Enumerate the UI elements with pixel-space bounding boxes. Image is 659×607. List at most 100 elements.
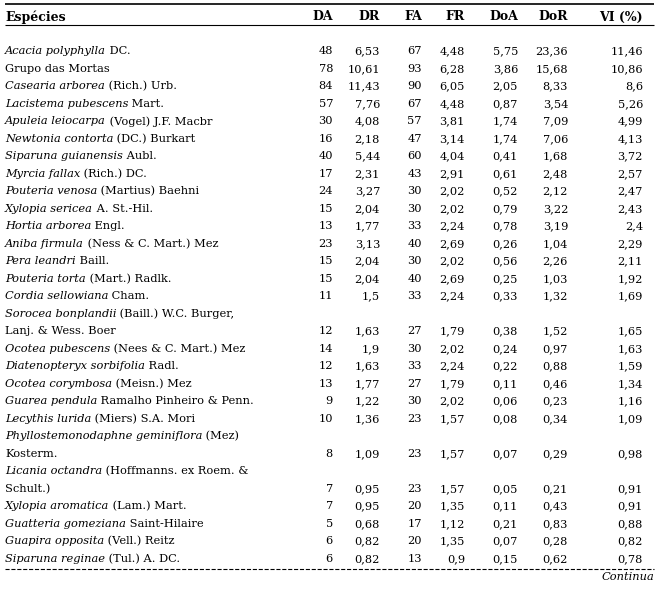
Text: (Vell.) Reitz: (Vell.) Reitz — [104, 536, 175, 546]
Text: 10,86: 10,86 — [610, 64, 643, 73]
Text: 0,78: 0,78 — [617, 554, 643, 564]
Text: 1,74: 1,74 — [493, 134, 518, 144]
Text: 67: 67 — [407, 99, 422, 109]
Text: Diatenopteryx sorbifolia: Diatenopteryx sorbifolia — [5, 361, 145, 371]
Text: 1,92: 1,92 — [617, 274, 643, 283]
Text: Apuleia leiocarpa: Apuleia leiocarpa — [5, 117, 105, 126]
Text: FR: FR — [445, 10, 465, 24]
Text: 2,04: 2,04 — [355, 256, 380, 266]
Text: 11,46: 11,46 — [610, 46, 643, 56]
Text: 2,04: 2,04 — [355, 204, 380, 214]
Text: 0,95: 0,95 — [355, 501, 380, 511]
Text: 1,04: 1,04 — [542, 239, 568, 249]
Text: (Tul.) A. DC.: (Tul.) A. DC. — [105, 554, 180, 564]
Text: 27: 27 — [407, 326, 422, 336]
Text: (Meisn.) Mez: (Meisn.) Mez — [112, 379, 192, 389]
Text: 6: 6 — [326, 536, 333, 546]
Text: 1,63: 1,63 — [355, 326, 380, 336]
Text: 78: 78 — [318, 64, 333, 73]
Text: 5: 5 — [326, 519, 333, 529]
Text: Pouteria torta: Pouteria torta — [5, 274, 86, 283]
Text: 1,36: 1,36 — [355, 414, 380, 424]
Text: 27: 27 — [407, 379, 422, 388]
Text: 40: 40 — [318, 151, 333, 161]
Text: 0,56: 0,56 — [493, 256, 518, 266]
Text: Newtonia contorta: Newtonia contorta — [5, 134, 113, 144]
Text: 0,28: 0,28 — [542, 536, 568, 546]
Text: 0,97: 0,97 — [542, 344, 568, 354]
Text: 20: 20 — [407, 536, 422, 546]
Text: Radl.: Radl. — [145, 361, 179, 371]
Text: DoA: DoA — [489, 10, 518, 24]
Text: 1,52: 1,52 — [542, 326, 568, 336]
Text: 2,43: 2,43 — [617, 204, 643, 214]
Text: DC.: DC. — [106, 46, 130, 56]
Text: 1,65: 1,65 — [617, 326, 643, 336]
Text: 1,57: 1,57 — [440, 484, 465, 493]
Text: 30: 30 — [407, 396, 422, 406]
Text: 1,63: 1,63 — [617, 344, 643, 354]
Text: A. St.-Hil.: A. St.-Hil. — [93, 204, 153, 214]
Text: 30: 30 — [407, 256, 422, 266]
Text: 43: 43 — [407, 169, 422, 178]
Text: Licania octandra: Licania octandra — [5, 466, 102, 476]
Text: 1,35: 1,35 — [440, 536, 465, 546]
Text: (Hoffmanns. ex Roem. &: (Hoffmanns. ex Roem. & — [102, 466, 248, 476]
Text: Xylopia aromatica: Xylopia aromatica — [5, 501, 109, 511]
Text: Ramalho Pinheiro & Penn.: Ramalho Pinheiro & Penn. — [98, 396, 254, 406]
Text: 2,12: 2,12 — [542, 186, 568, 196]
Text: 2,57: 2,57 — [617, 169, 643, 178]
Text: 0,46: 0,46 — [542, 379, 568, 388]
Text: 7: 7 — [326, 501, 333, 511]
Text: 3,81: 3,81 — [440, 117, 465, 126]
Text: 2,24: 2,24 — [440, 361, 465, 371]
Text: Aubl.: Aubl. — [123, 151, 157, 161]
Text: 7: 7 — [326, 484, 333, 493]
Text: 0,06: 0,06 — [493, 396, 518, 406]
Text: 3,14: 3,14 — [440, 134, 465, 144]
Text: 1,69: 1,69 — [617, 291, 643, 301]
Text: 8,6: 8,6 — [625, 81, 643, 91]
Text: 0,38: 0,38 — [493, 326, 518, 336]
Text: 1,79: 1,79 — [440, 326, 465, 336]
Text: 1,59: 1,59 — [617, 361, 643, 371]
Text: 15: 15 — [318, 204, 333, 214]
Text: 4,99: 4,99 — [617, 117, 643, 126]
Text: 4,04: 4,04 — [440, 151, 465, 161]
Text: 0,15: 0,15 — [493, 554, 518, 564]
Text: 2,05: 2,05 — [493, 81, 518, 91]
Text: 57: 57 — [407, 117, 422, 126]
Text: 10: 10 — [318, 414, 333, 424]
Text: 0,08: 0,08 — [493, 414, 518, 424]
Text: (Lam.) Mart.: (Lam.) Mart. — [109, 501, 187, 512]
Text: 0,88: 0,88 — [617, 519, 643, 529]
Text: 2,31: 2,31 — [355, 169, 380, 178]
Text: 1,5: 1,5 — [362, 291, 380, 301]
Text: Grupo das Mortas: Grupo das Mortas — [5, 64, 110, 73]
Text: 60: 60 — [407, 151, 422, 161]
Text: 23: 23 — [318, 239, 333, 249]
Text: 0,33: 0,33 — [493, 291, 518, 301]
Text: Guapira opposita: Guapira opposita — [5, 536, 104, 546]
Text: 12: 12 — [318, 326, 333, 336]
Text: 12: 12 — [318, 361, 333, 371]
Text: (Martius) Baehni: (Martius) Baehni — [98, 186, 200, 197]
Text: 8: 8 — [326, 449, 333, 459]
Text: DA: DA — [312, 10, 333, 24]
Text: DR: DR — [358, 10, 380, 24]
Text: Kosterm.: Kosterm. — [5, 449, 57, 459]
Text: Saint-Hilaire: Saint-Hilaire — [126, 519, 204, 529]
Text: Xylopia sericea: Xylopia sericea — [5, 204, 93, 214]
Text: 15,68: 15,68 — [535, 64, 568, 73]
Text: 0,29: 0,29 — [542, 449, 568, 459]
Text: Ocotea corymbosa: Ocotea corymbosa — [5, 379, 112, 388]
Text: 0,26: 0,26 — [493, 239, 518, 249]
Text: 13: 13 — [318, 379, 333, 388]
Text: Casearia arborea: Casearia arborea — [5, 81, 105, 91]
Text: 0,24: 0,24 — [493, 344, 518, 354]
Text: FA: FA — [404, 10, 422, 24]
Text: Continua: Continua — [601, 572, 654, 582]
Text: 5,44: 5,44 — [355, 151, 380, 161]
Text: 3,54: 3,54 — [542, 99, 568, 109]
Text: 30: 30 — [407, 344, 422, 354]
